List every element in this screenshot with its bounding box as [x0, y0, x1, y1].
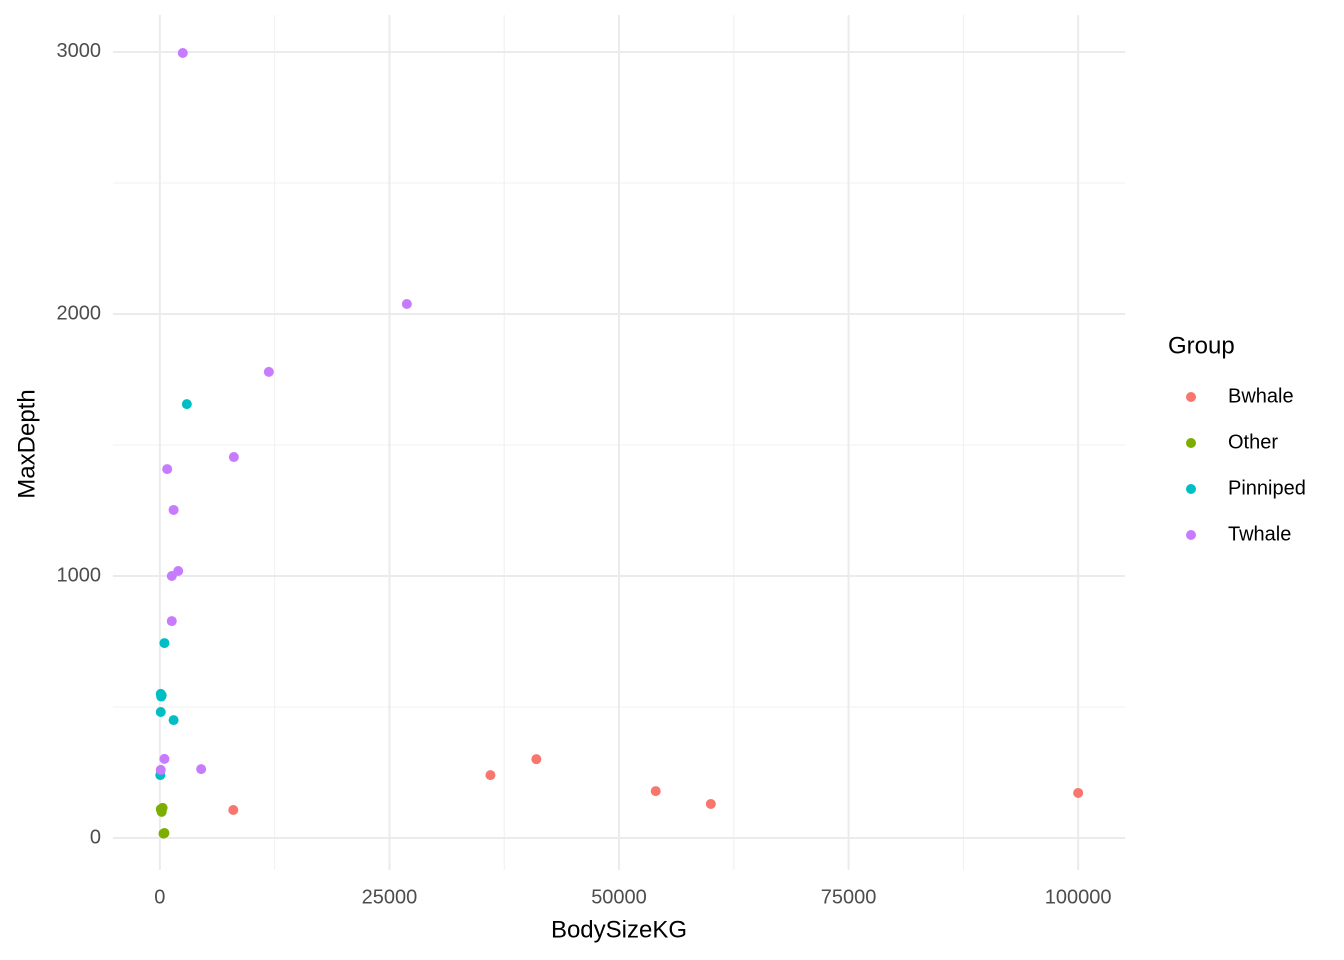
point	[196, 764, 207, 775]
y-axis-title: MaxDepth	[13, 389, 40, 498]
point	[485, 770, 496, 781]
x-tick-label: 25000	[362, 886, 418, 908]
point	[166, 616, 177, 627]
point	[228, 804, 239, 815]
legend-label: Pinniped	[1228, 477, 1306, 499]
legend-key	[1186, 484, 1196, 494]
point	[263, 366, 274, 377]
point	[157, 802, 168, 813]
legend-key	[1186, 392, 1196, 402]
point	[162, 464, 173, 475]
legend-label: Twhale	[1228, 523, 1291, 545]
point	[705, 798, 716, 809]
point	[155, 764, 166, 775]
point	[155, 706, 166, 717]
point	[156, 690, 167, 701]
legend-label: Other	[1228, 431, 1278, 453]
point	[181, 399, 192, 410]
x-tick-label: 100000	[1045, 886, 1112, 908]
legend-key	[1186, 438, 1196, 448]
y-tick-label: 0	[90, 826, 101, 848]
legend-label: Bwhale	[1228, 385, 1294, 407]
point	[168, 715, 179, 726]
point	[650, 786, 661, 797]
legend-key	[1186, 530, 1196, 540]
legend-title: Group	[1168, 332, 1235, 359]
x-tick-label: 75000	[821, 886, 877, 908]
point	[1073, 787, 1084, 798]
y-tick-label: 2000	[57, 302, 102, 324]
point	[159, 638, 170, 649]
x-tick-label: 0	[154, 886, 165, 908]
point	[166, 571, 177, 582]
point	[531, 754, 542, 765]
point	[177, 47, 188, 58]
point	[401, 299, 412, 310]
point	[168, 504, 179, 515]
x-axis-title: BodySizeKG	[551, 916, 687, 943]
x-tick-label: 50000	[591, 886, 647, 908]
point	[159, 753, 170, 764]
y-tick-label: 3000	[57, 40, 102, 62]
point	[228, 452, 239, 463]
y-tick-label: 1000	[57, 564, 102, 586]
point	[158, 828, 169, 839]
